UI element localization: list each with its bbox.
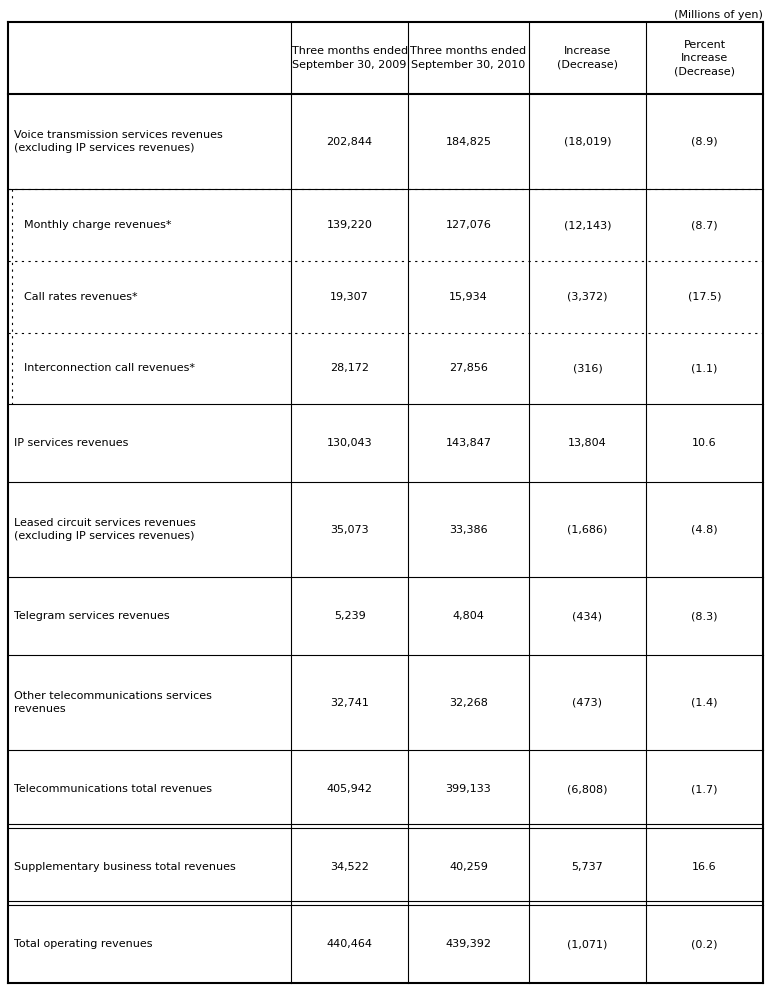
Text: Total operating revenues: Total operating revenues [14, 939, 153, 949]
Text: Supplementary business total revenues: Supplementary business total revenues [14, 861, 236, 872]
Text: 184,825: 184,825 [446, 137, 492, 147]
Text: (1,686): (1,686) [567, 524, 608, 534]
Text: 405,942: 405,942 [327, 784, 372, 794]
Text: (4.8): (4.8) [691, 524, 718, 534]
Text: (12,143): (12,143) [564, 220, 611, 230]
Text: 28,172: 28,172 [330, 364, 369, 374]
Text: Voice transmission services revenues
(excluding IP services revenues): Voice transmission services revenues (ex… [14, 130, 223, 154]
Text: 15,934: 15,934 [449, 292, 488, 302]
Text: IP services revenues: IP services revenues [14, 438, 129, 448]
Text: 139,220: 139,220 [327, 220, 372, 230]
Text: 4,804: 4,804 [453, 611, 484, 621]
Text: 143,847: 143,847 [446, 438, 492, 448]
Text: 5,737: 5,737 [571, 861, 604, 872]
Text: 40,259: 40,259 [449, 861, 488, 872]
Text: Other telecommunications services
revenues: Other telecommunications services revenu… [14, 691, 212, 715]
Text: (8.9): (8.9) [691, 137, 718, 147]
Text: 16.6: 16.6 [692, 861, 717, 872]
Text: 399,133: 399,133 [446, 784, 491, 794]
Text: (1.1): (1.1) [692, 364, 718, 374]
Text: (1.7): (1.7) [692, 784, 718, 794]
Text: (8.7): (8.7) [691, 220, 718, 230]
Text: Monthly charge revenues*: Monthly charge revenues* [24, 220, 171, 230]
Text: Interconnection call revenues*: Interconnection call revenues* [24, 364, 195, 374]
Text: 34,522: 34,522 [330, 861, 369, 872]
Text: 10.6: 10.6 [692, 438, 717, 448]
Text: 130,043: 130,043 [327, 438, 372, 448]
Text: Percent
Increase
(Decrease): Percent Increase (Decrease) [674, 40, 735, 76]
Text: 5,239: 5,239 [334, 611, 365, 621]
Text: Telegram services revenues: Telegram services revenues [14, 611, 170, 621]
Text: (473): (473) [572, 698, 602, 708]
Text: 127,076: 127,076 [446, 220, 491, 230]
Text: Increase
(Decrease): Increase (Decrease) [557, 47, 618, 69]
Text: 19,307: 19,307 [330, 292, 369, 302]
Text: (0.2): (0.2) [692, 939, 718, 949]
Text: Leased circuit services revenues
(excluding IP services revenues): Leased circuit services revenues (exclud… [14, 518, 196, 541]
Text: 32,741: 32,741 [330, 698, 369, 708]
Text: (1.4): (1.4) [692, 698, 718, 708]
Text: (18,019): (18,019) [564, 137, 611, 147]
Text: (3,372): (3,372) [567, 292, 608, 302]
Text: Telecommunications total revenues: Telecommunications total revenues [14, 784, 212, 794]
Text: Three months ended
September 30, 2009: Three months ended September 30, 2009 [291, 47, 408, 69]
Text: 13,804: 13,804 [568, 438, 607, 448]
Text: 27,856: 27,856 [449, 364, 488, 374]
Text: 439,392: 439,392 [446, 939, 492, 949]
Text: Call rates revenues*: Call rates revenues* [24, 292, 138, 302]
Text: 202,844: 202,844 [327, 137, 372, 147]
Text: 440,464: 440,464 [327, 939, 372, 949]
Text: (434): (434) [572, 611, 602, 621]
Text: Three months ended
September 30, 2010: Three months ended September 30, 2010 [410, 47, 527, 69]
Text: (17.5): (17.5) [688, 292, 721, 302]
Text: (316): (316) [573, 364, 602, 374]
Text: 35,073: 35,073 [330, 524, 369, 534]
Text: (Millions of yen): (Millions of yen) [674, 10, 763, 20]
Text: (8.3): (8.3) [692, 611, 718, 621]
Text: (1,071): (1,071) [567, 939, 608, 949]
Text: 32,268: 32,268 [449, 698, 488, 708]
Text: (6,808): (6,808) [567, 784, 608, 794]
Text: 33,386: 33,386 [449, 524, 488, 534]
